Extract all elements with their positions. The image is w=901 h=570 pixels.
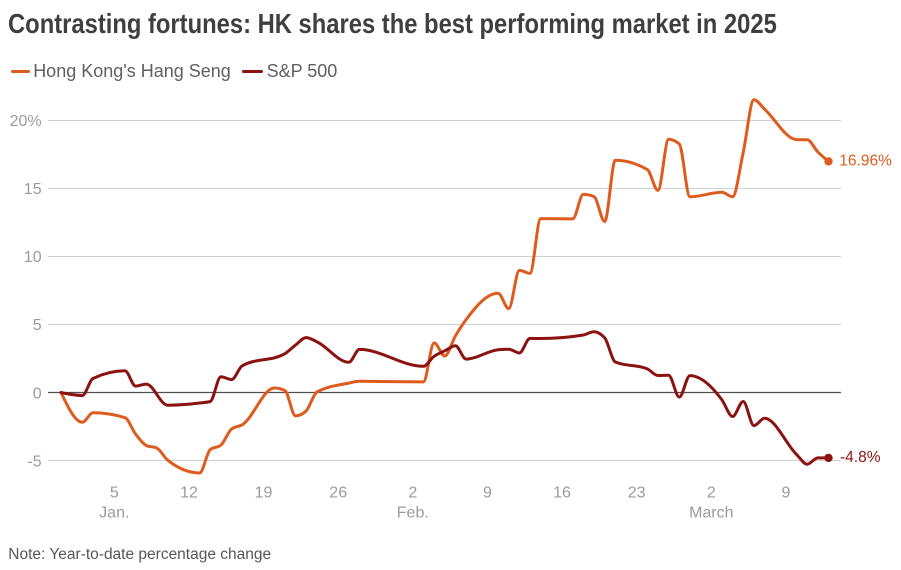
svg-text:12: 12 (180, 484, 198, 501)
svg-text:16.96%: 16.96% (839, 152, 892, 169)
svg-text:Jan.: Jan. (99, 504, 129, 521)
svg-text:9: 9 (483, 484, 492, 501)
svg-text:26: 26 (329, 484, 347, 501)
svg-text:15: 15 (24, 181, 42, 198)
svg-text:-4.8%: -4.8% (840, 449, 881, 466)
svg-text:16: 16 (553, 484, 571, 501)
svg-text:-5: -5 (27, 453, 41, 470)
svg-text:23: 23 (628, 484, 646, 501)
svg-text:5: 5 (110, 484, 119, 501)
svg-text:20%: 20% (10, 113, 42, 130)
svg-text:2: 2 (408, 484, 417, 501)
svg-text:Feb.: Feb. (397, 504, 429, 521)
svg-text:5: 5 (33, 317, 42, 334)
svg-text:March: March (689, 504, 733, 521)
svg-text:10: 10 (24, 249, 42, 266)
svg-text:19: 19 (255, 484, 273, 501)
svg-text:2: 2 (707, 484, 716, 501)
svg-text:0: 0 (33, 385, 42, 402)
svg-text:9: 9 (781, 484, 790, 501)
